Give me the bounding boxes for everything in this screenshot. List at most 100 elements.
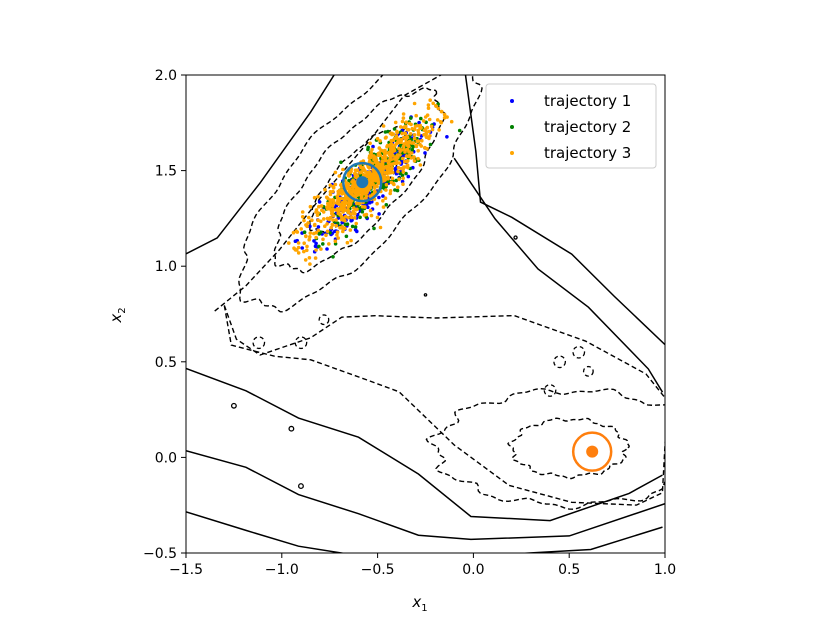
x-tick-label: 1.0: [654, 562, 676, 578]
data-point: [346, 182, 351, 186]
data-point: [396, 185, 400, 189]
contour-island: [553, 355, 567, 369]
data-point: [333, 242, 338, 246]
contour-island: [294, 336, 308, 350]
data-point: [408, 132, 413, 136]
data-point: [423, 151, 427, 155]
data-point: [409, 116, 413, 120]
data-point: [372, 154, 376, 158]
data-point: [383, 171, 388, 175]
x-tick-label: −1.0: [265, 562, 299, 578]
data-point: [335, 233, 339, 237]
contour-line: [453, 157, 664, 393]
data-point: [375, 184, 379, 189]
data-point: [333, 170, 338, 175]
data-point: [413, 124, 418, 128]
data-point: [370, 179, 375, 183]
data-point: [439, 109, 444, 114]
data-point: [383, 156, 387, 160]
data-point: [399, 140, 403, 144]
data-point: [335, 230, 340, 234]
contour-line: [464, 75, 665, 346]
data-point: [334, 218, 338, 222]
data-point: [442, 112, 447, 117]
contour-island: [230, 402, 237, 409]
data-point: [401, 176, 406, 181]
data-point: [407, 140, 412, 144]
data-point: [325, 229, 330, 234]
data-point: [345, 222, 350, 226]
data-point: [407, 121, 412, 126]
data-point: [313, 256, 318, 260]
data-point: [337, 202, 342, 206]
y-tick-label: 1.5: [155, 164, 177, 180]
data-point: [423, 145, 427, 150]
data-point: [416, 131, 421, 135]
y-tick-label: 0.5: [155, 355, 177, 371]
data-point: [383, 196, 388, 200]
data-point: [412, 136, 417, 141]
data-point: [401, 112, 406, 116]
data-point: [384, 182, 389, 187]
data-point: [319, 219, 323, 224]
contour-island: [318, 314, 330, 326]
data-point: [395, 188, 400, 193]
contour-line: [186, 511, 347, 553]
data-point: [372, 189, 377, 193]
data-point: [316, 228, 321, 233]
data-point: [386, 129, 390, 134]
data-point: [336, 192, 341, 196]
data-point: [403, 159, 407, 164]
data-point: [400, 119, 405, 124]
data-point: [302, 230, 307, 234]
data-point: [381, 205, 386, 209]
data-point: [296, 245, 301, 250]
data-point: [314, 230, 319, 235]
data-point: [314, 235, 318, 240]
data-point: [397, 146, 401, 151]
data-point: [354, 221, 359, 226]
data-point: [341, 229, 345, 234]
data-point: [449, 119, 454, 124]
data-point: [316, 218, 320, 222]
data-point: [339, 196, 344, 201]
data-point: [384, 177, 388, 181]
data-point: [331, 254, 335, 259]
data-point: [339, 160, 343, 165]
data-point: [352, 206, 356, 210]
contour-line: [238, 75, 483, 313]
data-point: [367, 166, 372, 170]
data-point: [386, 179, 390, 184]
data-point: [319, 247, 323, 251]
data-point: [399, 137, 404, 142]
data-point: [374, 158, 379, 162]
data-point: [354, 201, 359, 206]
data-point: [404, 120, 409, 124]
data-point: [397, 177, 401, 182]
data-point: [392, 127, 397, 131]
data-point: [429, 124, 434, 129]
data-point: [400, 179, 405, 184]
data-point: [388, 131, 393, 136]
data-point: [321, 237, 325, 242]
data-point: [348, 228, 353, 232]
data-point: [457, 128, 462, 133]
x-tick-label: −1.5: [169, 562, 203, 578]
data-point: [355, 213, 360, 217]
contour-island: [423, 293, 428, 297]
data-point: [323, 224, 327, 228]
data-point: [349, 238, 353, 243]
data-point: [380, 169, 385, 174]
data-point: [347, 189, 352, 194]
contour-line: [507, 417, 630, 480]
data-point: [427, 129, 431, 134]
data-point: [334, 224, 339, 228]
data-point: [359, 195, 364, 199]
data-point: [375, 201, 379, 206]
data-point: [367, 170, 372, 174]
data-point: [355, 229, 359, 234]
data-point: [395, 153, 400, 157]
data-point: [302, 249, 306, 254]
data-point: [376, 181, 381, 185]
data-point: [384, 164, 389, 169]
